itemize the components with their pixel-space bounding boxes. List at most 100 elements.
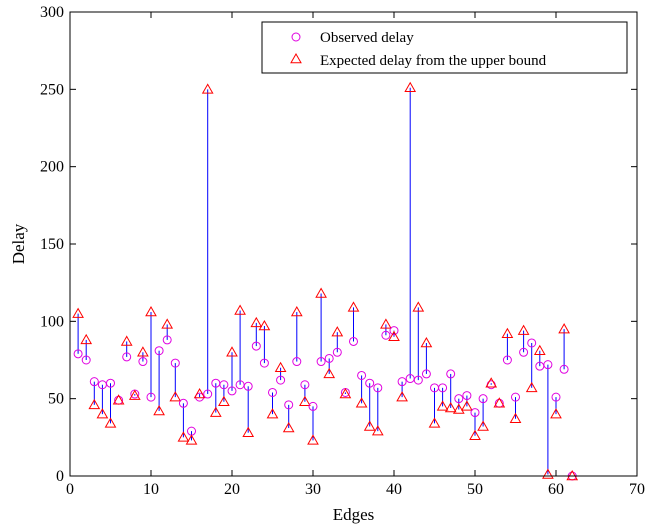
y-tick-label: 200 [40,159,64,176]
expected-delay-point [380,318,392,329]
plot-area-frame [69,11,638,477]
observed-delay-point [446,369,456,379]
observed-delay-point [413,375,423,385]
y-tick-label: 300 [40,4,64,21]
expected-delay-point [258,319,271,331]
observed-delay-point [251,341,261,351]
observed-delay-point [89,377,99,387]
expected-delay-point [477,420,489,431]
observed-delay-point [478,394,488,404]
observed-delay-point [122,352,132,362]
expected-delay-point [112,394,125,405]
expected-delay-point [177,431,190,442]
legend-label-observed: Observed delay [320,30,414,46]
observed-delay-point [349,336,358,346]
observed-delay-point [292,357,302,367]
expected-delay-point [153,405,165,416]
observed-delay-point [170,358,180,368]
observed-delay-point [316,357,326,367]
expected-delay-point [501,327,514,338]
expected-delay-point [461,400,473,411]
observed-delay-point [381,330,391,340]
axis-ticks: 0 10 20 30 40 50 60 70 0 50 100 150 200 250 300 [40,4,645,498]
expected-delay-point [161,318,174,329]
observed-delay-point [219,380,229,390]
observed-delay-point [462,391,472,401]
expected-delay-point [525,381,538,393]
x-tick-label: 60 [548,481,564,498]
observed-delay-point [543,360,553,370]
observed-delay-point [308,401,318,411]
expected-delay-point [542,468,554,479]
observed-delay-point [559,364,569,374]
expected-delay-point [274,361,287,372]
expected-delay-point [88,398,101,410]
expected-delay-point [282,422,295,433]
x-tick-label: 10 [143,481,159,498]
observed-delay-point [81,355,91,365]
observed-delay-point [438,383,448,393]
expected-delay-point [299,395,311,407]
expected-delay-point [226,346,238,357]
expected-delay-point [404,81,417,93]
observed-delay-point [324,353,334,363]
observed-delay-point [178,398,188,408]
expected-delay-point [412,301,425,312]
x-tick-label: 30 [305,481,321,498]
y-tick-label: 0 [56,468,64,485]
legend-label-expected: Expected delay from the upper bound [320,53,547,69]
observed-delay-point [203,389,213,399]
observed-delay-point [243,381,253,391]
observed-delay-point [106,378,115,388]
expected-delay-point [396,391,408,402]
x-tick-label: 50 [467,481,483,498]
y-tick-label: 150 [40,236,64,253]
y-axis-label: Delay [9,223,28,264]
expected-delay-point [266,408,279,419]
expected-delay-point [234,304,246,315]
expected-delay-point [420,336,433,348]
x-tick-label: 20 [224,481,240,498]
expected-delay-point [120,335,133,346]
expected-delay-point [452,403,465,414]
expected-delay-point [493,397,506,408]
expected-delay-point [436,400,449,411]
observed-delay-point [300,380,310,390]
legend-marker-observed [291,32,301,42]
expected-delay-point [72,307,84,318]
expected-delay-point [388,330,400,342]
observed-delay-point [365,378,375,388]
legend-marker-expected [290,52,302,64]
observed-delay-point [519,347,529,357]
expected-delay-point [218,395,230,407]
expected-delay-point [185,434,198,445]
expected-delay-point [533,344,546,355]
legend-box [261,21,628,74]
expected-delay-point [347,301,360,312]
observed-delay-point [154,346,164,356]
legend: Observed delay Expected delay from the u… [261,21,628,74]
observed-delay-point [511,392,520,402]
y-tick-label: 50 [48,391,64,408]
observed-delay-point [138,357,148,367]
expected-delay-point [201,83,214,94]
legend-circle-marker [291,32,301,42]
expected-delay-point [307,434,319,445]
expected-delay-point [315,287,327,298]
expected-delay-point [128,389,141,400]
expected-delay-point [558,323,570,334]
expected-delay-point [339,388,352,399]
x-tick-label: 40 [386,481,402,498]
y-tick-label: 100 [40,313,64,330]
expected-delay-point [444,401,457,413]
expected-delay-point [566,469,579,481]
observed-delay-point [259,358,269,368]
observed-delay-point [470,408,480,418]
observed-delay-point [162,335,172,345]
y-tick-label: 250 [40,81,64,98]
observed-delay-point [276,375,286,385]
observed-delay-point [551,392,561,402]
expected-delay-point [80,333,93,345]
expected-delay-point [428,417,441,428]
